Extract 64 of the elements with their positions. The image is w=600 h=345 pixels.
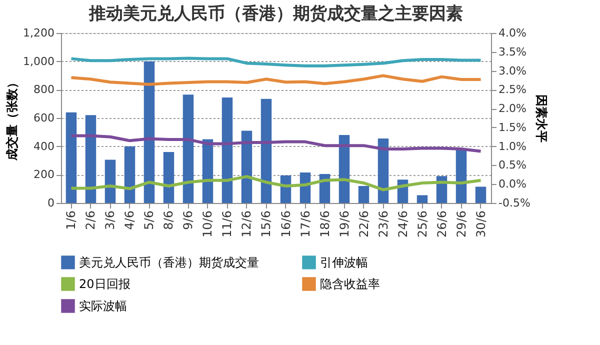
bar [104,160,116,203]
x-tick-label: 3/6 [103,210,118,230]
x-tick-label: 10/6 [200,210,215,238]
x-tick-label: 26/6 [434,210,449,238]
x-tick-label: 11/6 [220,210,234,238]
y2-tick-label: 1.0% [498,140,526,153]
x-tick-label: 24/6 [396,210,410,238]
x-tick-label: 22/6 [356,210,371,238]
line-series [70,175,482,192]
y2-tick-label: 4.0% [498,26,526,40]
y2-tick-label: 3.0% [498,64,526,78]
x-tick-label: 23/6 [376,210,390,238]
bar [182,94,194,203]
x-tick-label: 5/6 [142,210,156,230]
x-tick-label: 4/6 [122,210,137,230]
bar [260,98,272,203]
legend-label: 隐含收益率 [320,277,380,291]
x-tick-label: 29/6 [454,210,468,238]
bar [66,112,77,203]
y-tick-label: 400 [34,140,54,153]
y2-tick-label: 2.0% [498,102,526,116]
legend-label: 实际波幅 [79,299,127,313]
line-series [70,74,482,86]
y-tick-label: 200 [34,168,54,182]
legend-label: 引伸波幅 [320,255,368,270]
y2-tick-label: 2.5% [498,83,526,96]
bar [475,186,486,203]
x-tick-label: 2/6 [84,210,98,230]
chart-title: 推动美元兑人民币（香港）期货成交量之主要因素 [88,4,463,24]
x-tick-label: 17/6 [298,210,312,238]
x-tick-label: 15/6 [259,210,274,238]
y2-tick-label: 0.0% [498,178,526,191]
y-axis-title: 成交量（张数） [5,76,20,162]
y-tick-label: 800 [34,83,54,96]
x-tick-label: 9/6 [181,210,196,230]
x-tick-label: 8/6 [162,210,176,230]
y-tick-label: 1,000 [23,54,54,68]
legend-label: 美元兑人民币（香港）期货成交量 [79,255,259,270]
x-tick-label: 16/6 [278,210,293,238]
y-tick-label: 1,200 [23,26,54,40]
bar [358,186,370,203]
bar [144,61,155,203]
bar [456,150,467,203]
bar [85,115,96,203]
x-tick-label: 30/6 [474,210,488,238]
bar [124,146,136,203]
x-tick-label: 18/6 [318,210,332,238]
x-tick-label: 19/6 [337,210,352,238]
legend-label: 20日回报 [79,277,130,291]
line-series [70,134,482,153]
y2-axis-title: 因素水平 [534,94,548,142]
x-tick-label: 25/6 [415,210,430,238]
y-tick-label: 600 [34,112,54,124]
x-tick-label: 12/6 [240,210,254,238]
line-series [70,56,482,68]
y2-tick-label: 1.5% [498,120,526,134]
y2-tick-label: 3.5% [498,45,526,58]
bar [416,195,428,203]
bar [222,97,233,203]
y2-tick-label: 0.5% [498,158,526,172]
x-tick-label: 1/6 [64,210,78,230]
bar [163,152,174,203]
y-tick-label: 0 [48,196,54,210]
y2-tick-label: -0.5% [498,196,530,210]
